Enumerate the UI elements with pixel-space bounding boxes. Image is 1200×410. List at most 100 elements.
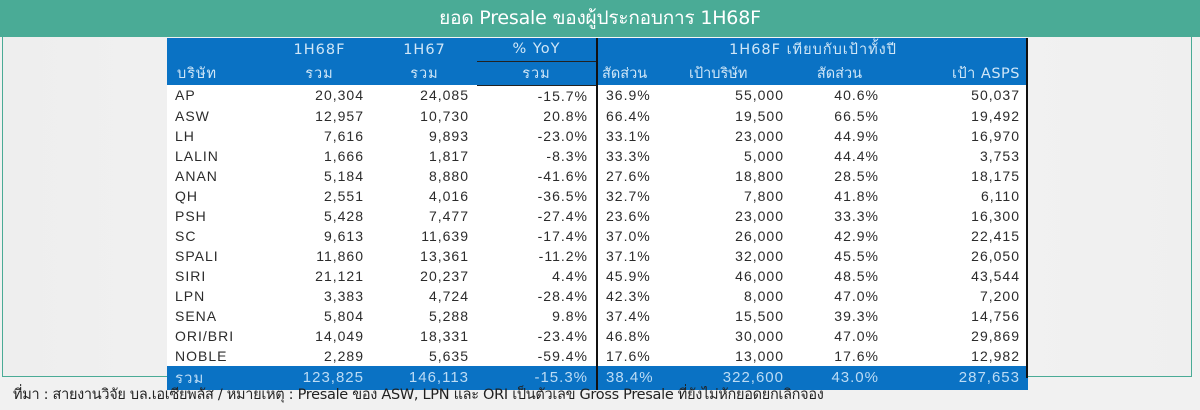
cell-target-company: 7,800 — [743, 187, 784, 204]
cell-ratio-company: 36.9% — [596, 85, 687, 106]
cell-ratio-company: 42.3% — [596, 285, 687, 306]
cell-yoy: -17.4% — [537, 227, 588, 244]
cell-ratio-company: 27.6% — [596, 165, 687, 186]
cell-1h67: 13,361 — [420, 247, 469, 264]
cell-1h67: 10,730 — [420, 107, 469, 124]
cell-1h67: 4,724 — [428, 287, 469, 304]
cell-yoy: 20.8% — [543, 107, 588, 124]
cell-target-company: 30,000 — [735, 327, 784, 344]
table-row: QH 2,551 4,016 -36.5% 32.7% 7,800 41.8% … — [167, 185, 1028, 206]
cell-ratio-company: 33.1% — [596, 125, 687, 146]
cell-1h68f: 9,613 — [323, 227, 364, 244]
cell-1h68f: 5,184 — [323, 167, 364, 184]
cell-1h68f: 11,860 — [316, 247, 364, 264]
cell-company: SENA — [175, 307, 218, 324]
table-row: SPALI 11,860 13,361 -11.2% 37.1% 32,000 … — [167, 245, 1028, 266]
cell-company: ORI/BRI — [175, 327, 235, 344]
cell-target-asps: 19,492 — [971, 107, 1020, 124]
cell-target-company: 5,000 — [743, 147, 784, 164]
cell-ratio-asps: 66.5% — [834, 107, 879, 124]
cell-ratio-asps: 45.5% — [834, 247, 879, 264]
total-target-company: 322,600 — [687, 365, 792, 390]
cell-yoy: -59.4% — [537, 347, 588, 364]
cell-target-company: 32,000 — [735, 247, 784, 264]
cell-company: ANAN — [175, 167, 218, 184]
cell-ratio-asps: 41.8% — [834, 187, 879, 204]
presale-table: 1H68F 1H67 % YoY 1H68F เทียบกับเป้าทั้งป… — [167, 38, 1028, 390]
table-row: SC 9,613 11,639 -17.4% 37.0% 26,000 42.9… — [167, 225, 1028, 246]
header-company-top — [167, 38, 267, 61]
cell-target-company: 8,000 — [743, 287, 784, 304]
table-row: SIRI 21,121 20,237 4.4% 45.9% 46,000 48.… — [167, 265, 1028, 286]
cell-1h68f: 20,304 — [315, 87, 364, 104]
cell-target-asps: 16,300 — [971, 207, 1020, 224]
cell-target-company: 23,000 — [735, 127, 784, 144]
cell-1h68f: 2,289 — [323, 347, 364, 364]
cell-ratio-asps: 33.3% — [834, 207, 879, 224]
header-company: บริษัท — [167, 61, 267, 85]
table-row: LH 7,616 9,893 -23.0% 33.1% 23,000 44.9%… — [167, 125, 1028, 146]
cell-1h68f: 14,049 — [315, 327, 364, 344]
cell-ratio-company: 17.6% — [596, 345, 687, 366]
header-ratio-asps: สัดส่วน — [792, 61, 887, 85]
total-target-asps: 287,653 — [887, 365, 1028, 390]
cell-yoy: -11.2% — [538, 247, 588, 264]
header-row-2: บริษัท รวม รวม รวม สัดส่วน เป้าบริษัท สั… — [167, 61, 1028, 86]
cell-yoy: 9.8% — [552, 307, 588, 324]
cell-1h67: 9,893 — [428, 127, 469, 144]
total-1h68f: 123,825 — [267, 365, 372, 390]
cell-ratio-asps: 28.5% — [834, 167, 879, 184]
cell-target-asps: 29,869 — [971, 327, 1020, 344]
cell-target-asps: 16,970 — [971, 127, 1020, 144]
table-row: ASW 12,957 10,730 20.8% 66.4% 19,500 66.… — [167, 105, 1028, 126]
table-row: ORI/BRI 14,049 18,331 -23.4% 46.8% 30,00… — [167, 325, 1028, 346]
cell-1h67: 18,331 — [420, 327, 469, 344]
cell-target-company: 13,000 — [735, 347, 784, 364]
table-row: NOBLE 2,289 5,635 -59.4% 17.6% 13,000 17… — [167, 345, 1028, 366]
total-ratio-company: 38.4% — [596, 365, 687, 390]
header-1h68f-total: รวม — [267, 61, 372, 85]
cell-1h67: 24,085 — [420, 87, 469, 104]
cell-target-asps: 14,756 — [971, 307, 1020, 324]
cell-target-asps: 26,050 — [971, 247, 1020, 264]
total-1h67: 146,113 — [372, 365, 477, 390]
cell-ratio-asps: 47.0% — [834, 327, 879, 344]
cell-yoy: -15.7% — [537, 87, 588, 104]
table-row: LPN 3,383 4,724 -28.4% 42.3% 8,000 47.0%… — [167, 285, 1028, 306]
cell-ratio-company: 46.8% — [596, 325, 687, 346]
cell-company: SPALI — [175, 247, 219, 264]
table-row: ANAN 5,184 8,880 -41.6% 27.6% 18,800 28.… — [167, 165, 1028, 186]
cell-company: QH — [175, 187, 198, 204]
cell-1h68f: 1,666 — [323, 147, 364, 164]
header-1h67: 1H67 — [372, 38, 477, 61]
cell-1h67: 1,817 — [428, 147, 469, 164]
cell-target-asps: 3,753 — [979, 147, 1020, 164]
cell-ratio-asps: 39.3% — [834, 307, 879, 324]
cell-yoy: -23.0% — [537, 127, 588, 144]
cell-target-asps: 12,982 — [971, 347, 1020, 364]
cell-ratio-company: 37.0% — [596, 225, 687, 246]
cell-yoy: -41.6% — [537, 167, 588, 184]
cell-1h67: 7,477 — [428, 207, 469, 224]
cell-1h67: 11,639 — [421, 227, 469, 244]
cell-ratio-company: 32.7% — [596, 185, 687, 206]
cell-1h67: 20,237 — [420, 267, 469, 284]
cell-ratio-company: 66.4% — [596, 105, 687, 126]
header-yoy: % YoY — [477, 38, 597, 62]
cell-ratio-asps: 47.0% — [834, 287, 879, 304]
cell-company: LPN — [175, 287, 206, 304]
cell-target-company: 26,000 — [735, 227, 784, 244]
cell-target-asps: 6,110 — [981, 187, 1020, 204]
cell-yoy: -28.4% — [537, 287, 588, 304]
cell-target-company: 18,800 — [735, 167, 784, 184]
cell-ratio-asps: 44.9% — [834, 127, 879, 144]
cell-1h68f: 12,957 — [315, 107, 364, 124]
cell-1h68f: 5,428 — [323, 207, 364, 224]
cell-1h67: 8,880 — [428, 167, 469, 184]
cell-target-asps: 7,200 — [979, 287, 1020, 304]
cell-target-company: 19,500 — [735, 107, 784, 124]
cell-ratio-asps: 42.9% — [834, 227, 879, 244]
header-yoy-total: รวม — [477, 61, 597, 86]
total-ratio-asps: 43.0% — [792, 365, 887, 390]
header-target-asps: เป้า ASPS — [887, 61, 1028, 85]
